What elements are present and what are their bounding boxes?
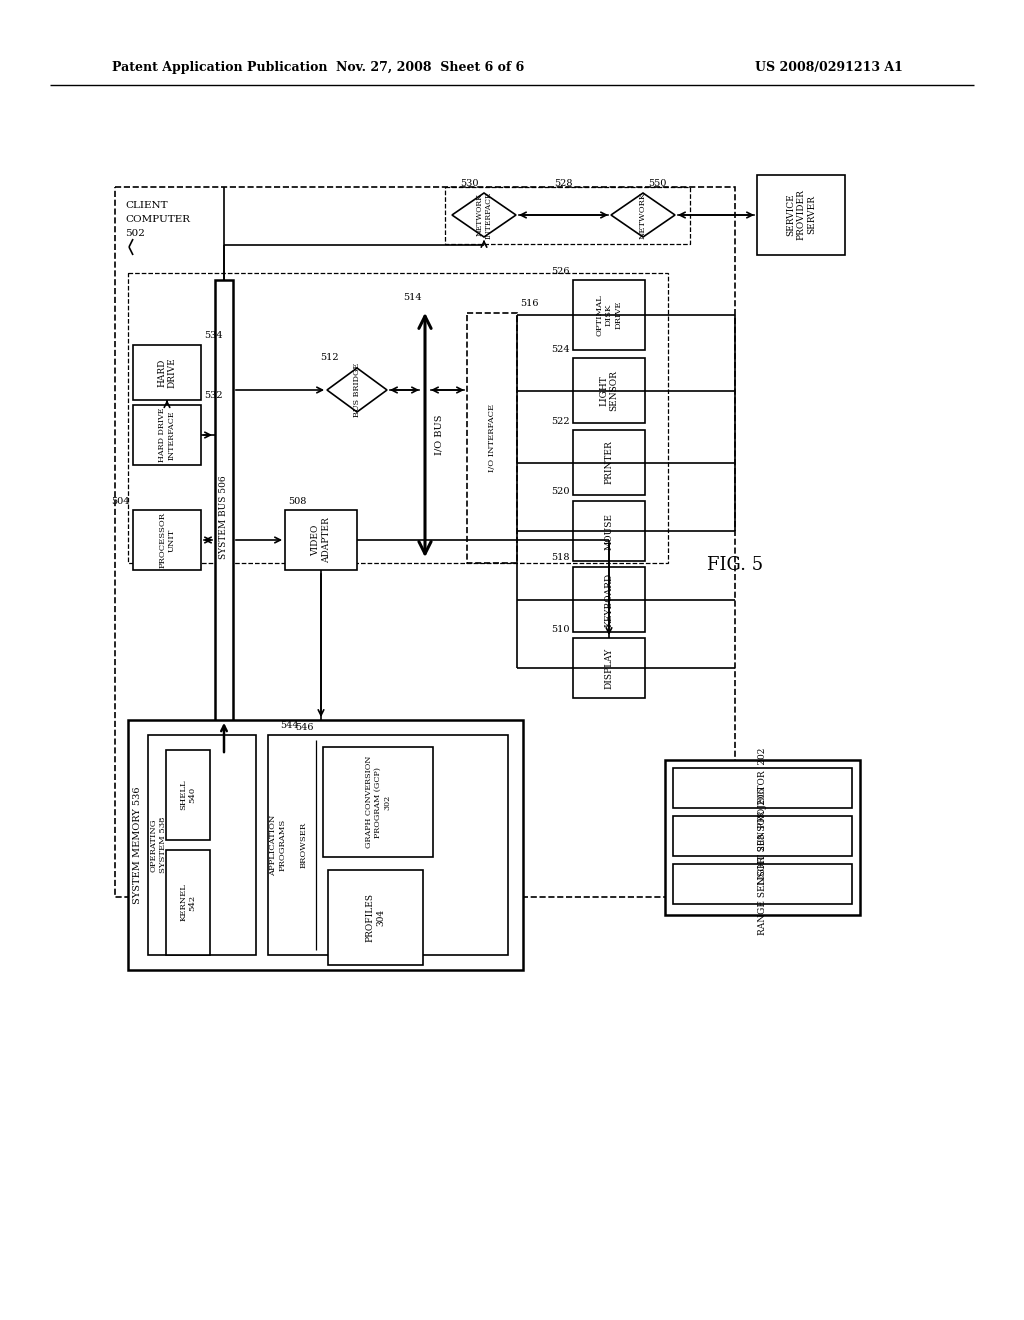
- Bar: [128, 719, 523, 970]
- Bar: [573, 502, 645, 561]
- Text: GRAPH CONVERSION
PROGRAM (GCP)
302: GRAPH CONVERSION PROGRAM (GCP) 302: [365, 756, 391, 849]
- Text: APPLICATION
PROGRAMS: APPLICATION PROGRAMS: [269, 814, 287, 875]
- Text: CLIENT: CLIENT: [125, 201, 168, 210]
- Text: 524: 524: [551, 345, 570, 354]
- Text: NETWORK
INTERFACE: NETWORK INTERFACE: [475, 191, 493, 239]
- Text: KERNEL
542: KERNEL 542: [179, 883, 197, 921]
- Text: 504: 504: [112, 496, 130, 506]
- Bar: [133, 345, 201, 400]
- Text: DISPLAY: DISPLAY: [604, 647, 613, 689]
- Text: KEYBOARD: KEYBOARD: [604, 573, 613, 627]
- Text: 514: 514: [403, 293, 422, 302]
- Text: BROWSER: BROWSER: [300, 822, 308, 869]
- Text: LIGHT SENSOR  206: LIGHT SENSOR 206: [758, 787, 767, 884]
- Text: 520: 520: [552, 487, 570, 496]
- Text: US 2008/0291213 A1: US 2008/0291213 A1: [755, 61, 903, 74]
- Text: COMPUTER: COMPUTER: [125, 214, 190, 223]
- Bar: [573, 638, 645, 698]
- Text: 502: 502: [125, 228, 144, 238]
- Text: 522: 522: [551, 417, 570, 425]
- Bar: [445, 187, 690, 244]
- Text: Nov. 27, 2008  Sheet 6 of 6: Nov. 27, 2008 Sheet 6 of 6: [336, 61, 524, 74]
- Text: 508: 508: [288, 496, 306, 506]
- Bar: [573, 430, 645, 495]
- Text: 544: 544: [280, 721, 299, 730]
- Text: RANGE SENSOR  208: RANGE SENSOR 208: [758, 833, 767, 935]
- Text: 516: 516: [520, 300, 539, 309]
- Bar: [128, 273, 668, 564]
- Text: VIDEO
ADAPTER: VIDEO ADAPTER: [311, 517, 331, 562]
- Text: 528: 528: [554, 178, 572, 187]
- Bar: [467, 313, 517, 564]
- Text: SYSTEM BUS 506: SYSTEM BUS 506: [219, 475, 228, 560]
- Text: 534: 534: [204, 331, 222, 341]
- Bar: [268, 735, 508, 954]
- Bar: [757, 176, 845, 255]
- Text: OPTIMAL
DISK
DRIVE: OPTIMAL DISK DRIVE: [596, 294, 623, 335]
- Bar: [573, 280, 645, 350]
- Bar: [215, 280, 233, 755]
- Bar: [133, 405, 201, 465]
- Text: PROFILES
304: PROFILES 304: [366, 894, 385, 942]
- Bar: [166, 850, 210, 954]
- Text: 550: 550: [648, 178, 667, 187]
- Text: PROJECTOR  202: PROJECTOR 202: [758, 748, 767, 828]
- Bar: [573, 358, 645, 422]
- Text: BUS BRIDGE: BUS BRIDGE: [353, 363, 361, 417]
- Bar: [323, 747, 433, 857]
- Bar: [573, 568, 645, 632]
- Text: SYSTEM MEMORY 536: SYSTEM MEMORY 536: [133, 787, 142, 904]
- Bar: [328, 870, 423, 965]
- Text: FIG. 5: FIG. 5: [707, 556, 763, 574]
- Text: HARD DRIVE
INTERFACE: HARD DRIVE INTERFACE: [159, 408, 175, 462]
- Bar: [115, 187, 735, 898]
- Text: 512: 512: [321, 354, 339, 363]
- Bar: [665, 760, 860, 915]
- Polygon shape: [327, 368, 387, 412]
- Text: I/O INTERFACE: I/O INTERFACE: [488, 404, 496, 473]
- Text: HARD
DRIVE: HARD DRIVE: [158, 358, 177, 388]
- Text: NETWORK: NETWORK: [639, 191, 647, 239]
- Text: 510: 510: [552, 624, 570, 634]
- Text: PRINTER: PRINTER: [604, 441, 613, 484]
- Bar: [673, 816, 852, 855]
- Text: I/O BUS: I/O BUS: [434, 414, 443, 455]
- Polygon shape: [452, 193, 516, 238]
- Text: PROCESSOR
UNIT: PROCESSOR UNIT: [159, 512, 175, 568]
- Text: LIGHT
SENSOR: LIGHT SENSOR: [599, 370, 618, 411]
- Text: Patent Application Publication: Patent Application Publication: [112, 61, 328, 74]
- Bar: [166, 750, 210, 840]
- Text: 518: 518: [552, 553, 570, 562]
- Bar: [285, 510, 357, 570]
- Text: 530: 530: [461, 178, 479, 187]
- Bar: [673, 768, 852, 808]
- Text: 526: 526: [552, 267, 570, 276]
- Text: MOUSE: MOUSE: [604, 512, 613, 549]
- Text: SHELL
540: SHELL 540: [179, 780, 197, 810]
- Bar: [673, 865, 852, 904]
- Polygon shape: [611, 193, 675, 238]
- Bar: [148, 735, 256, 954]
- Text: 532: 532: [204, 392, 222, 400]
- Bar: [133, 510, 201, 570]
- Text: OPERATING
SYSTEM 538: OPERATING SYSTEM 538: [150, 817, 167, 874]
- Text: 546: 546: [295, 722, 313, 731]
- Text: SERVICE
PROVIDER
SERVER: SERVICE PROVIDER SERVER: [786, 190, 816, 240]
